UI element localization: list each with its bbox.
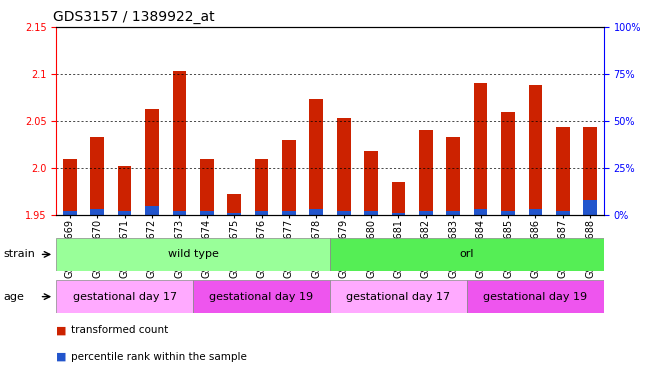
Bar [419, 130, 433, 215]
Text: gestational day 17: gestational day 17 [346, 291, 451, 302]
Bar [501, 211, 515, 215]
Bar [391, 182, 405, 215]
Bar [56, 280, 193, 313]
Bar [337, 211, 350, 215]
Bar [419, 211, 433, 215]
Bar [529, 85, 543, 215]
Bar [364, 151, 378, 215]
Bar [583, 200, 597, 215]
Bar [330, 280, 467, 313]
Bar [117, 166, 131, 215]
Bar [501, 111, 515, 215]
Bar [529, 209, 543, 215]
Bar [63, 159, 77, 215]
Bar [145, 109, 159, 215]
Bar [474, 209, 488, 215]
Bar [63, 211, 77, 215]
Bar [446, 137, 460, 215]
Bar [556, 127, 570, 215]
Bar [330, 238, 604, 271]
Bar [446, 211, 460, 215]
Bar [310, 209, 323, 215]
Bar [193, 280, 330, 313]
Bar [474, 83, 488, 215]
Text: GDS3157 / 1389922_at: GDS3157 / 1389922_at [53, 10, 214, 23]
Bar [56, 238, 330, 271]
Bar [337, 118, 350, 215]
Bar [200, 211, 214, 215]
Bar [255, 159, 269, 215]
Bar [117, 211, 131, 215]
Bar [310, 99, 323, 215]
Bar [172, 71, 186, 215]
Bar [467, 280, 604, 313]
Bar [583, 127, 597, 215]
Text: ■: ■ [56, 352, 67, 362]
Bar [145, 205, 159, 215]
Text: gestational day 17: gestational day 17 [73, 291, 177, 302]
Bar [282, 140, 296, 215]
Bar [364, 211, 378, 215]
Text: wild type: wild type [168, 249, 218, 260]
Bar [255, 211, 269, 215]
Text: percentile rank within the sample: percentile rank within the sample [71, 352, 246, 362]
Text: ■: ■ [56, 325, 67, 335]
Text: gestational day 19: gestational day 19 [209, 291, 314, 302]
Bar [90, 209, 104, 215]
Bar [172, 211, 186, 215]
Text: strain: strain [3, 249, 35, 260]
Bar [200, 159, 214, 215]
Text: orl: orl [460, 249, 474, 260]
Text: transformed count: transformed count [71, 325, 168, 335]
Bar [391, 213, 405, 215]
Text: age: age [3, 291, 24, 302]
Text: gestational day 19: gestational day 19 [483, 291, 587, 302]
Bar [90, 137, 104, 215]
Bar [556, 211, 570, 215]
Bar [282, 211, 296, 215]
Bar [227, 213, 241, 215]
Bar [227, 194, 241, 215]
